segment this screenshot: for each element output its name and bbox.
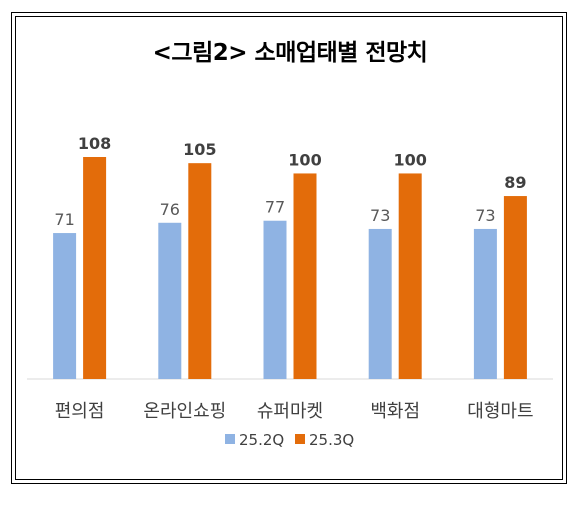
bar-2-4 <box>398 173 422 379</box>
data-label-1-4: 73 <box>370 206 390 225</box>
bar-2-3 <box>293 173 317 379</box>
bar-1-1 <box>53 233 77 379</box>
x-tick-label-2: 온라인쇼핑 <box>143 401 226 422</box>
x-tick-label-5: 대형마트 <box>467 401 533 422</box>
legend-label-1: 25.2Q <box>239 431 284 449</box>
x-tick-label-3: 슈퍼마켓 <box>257 401 323 422</box>
data-label-1-5: 73 <box>475 206 495 225</box>
data-label-2-2: 105 <box>183 140 216 159</box>
data-label-2-4: 100 <box>393 150 426 169</box>
legend-swatch-2 <box>295 434 305 444</box>
data-label-2-3: 100 <box>288 150 321 169</box>
chart-title: <그림2> 소매업태별 전망치 <box>152 40 428 66</box>
data-label-1-2: 76 <box>160 200 180 219</box>
x-tick-label-4: 백화점 <box>370 401 420 422</box>
legend-swatch-1 <box>225 434 235 444</box>
bar-1-3 <box>263 220 287 379</box>
bar-1-5 <box>473 228 497 379</box>
bar-1-2 <box>158 222 182 379</box>
bar-1-4 <box>368 228 392 379</box>
data-label-2-5: 89 <box>504 173 526 192</box>
chart-frame-inner <box>15 16 563 480</box>
data-label-1-3: 77 <box>265 198 285 217</box>
data-label-2-1: 108 <box>78 134 111 153</box>
bar-2-1 <box>83 157 107 379</box>
bar-2-5 <box>503 196 527 379</box>
data-label-1-1: 71 <box>54 210 74 229</box>
x-tick-label-1: 편의점 <box>55 401 105 422</box>
chart-frame-outer <box>11 12 567 484</box>
bar-2-2 <box>188 163 212 379</box>
legend-label-2: 25.3Q <box>309 431 354 449</box>
